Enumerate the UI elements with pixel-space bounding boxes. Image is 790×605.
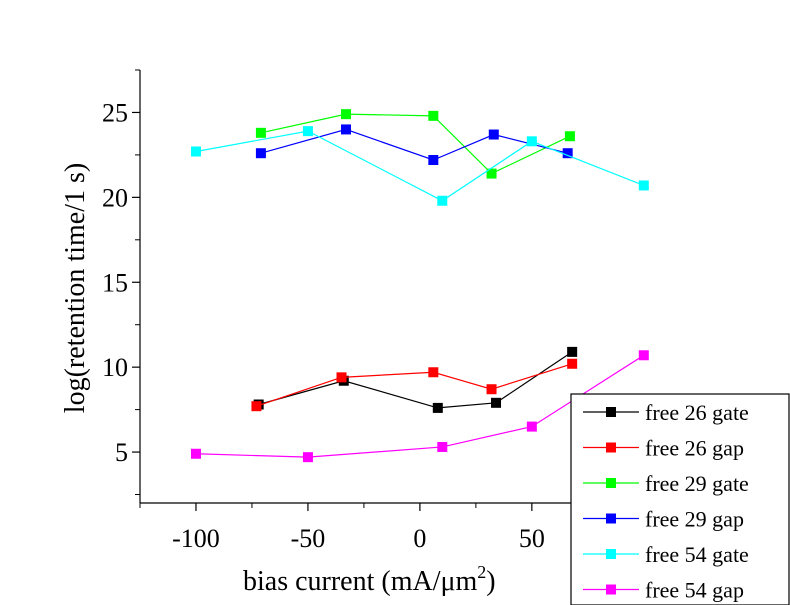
data-point xyxy=(336,372,347,383)
legend-label: free 54 gate xyxy=(645,542,749,567)
x-axis-ticks: -100 -50 0 50 xyxy=(139,503,589,553)
series-free-26-gap xyxy=(251,358,578,412)
legend-label: free 29 gap xyxy=(645,507,744,532)
data-point xyxy=(486,168,497,179)
data-point xyxy=(432,402,443,413)
series-line xyxy=(256,363,573,407)
x-tick-label: -100 xyxy=(172,524,220,553)
series-free-54-gap xyxy=(190,350,649,463)
x-tick-label: 50 xyxy=(519,524,545,553)
data-point xyxy=(526,136,537,147)
data-point xyxy=(302,126,313,137)
data-point xyxy=(491,397,502,408)
data-point xyxy=(488,129,499,140)
data-point xyxy=(638,350,649,361)
series-free-29-gap xyxy=(255,124,573,165)
data-point xyxy=(567,346,578,357)
legend-box xyxy=(570,393,790,605)
data-point xyxy=(190,448,201,459)
series-line xyxy=(258,351,573,409)
chart-series xyxy=(190,109,649,463)
data-point xyxy=(255,127,266,138)
series-line xyxy=(195,130,645,202)
data-point xyxy=(437,441,448,452)
legend-label: free 26 gap xyxy=(645,436,744,461)
data-point xyxy=(564,131,575,142)
data-point xyxy=(255,148,266,159)
data-point xyxy=(428,367,439,378)
data-point xyxy=(341,124,351,135)
data-point xyxy=(526,421,537,432)
y-tick-label: 25 xyxy=(102,98,128,127)
legend-marker xyxy=(606,407,616,417)
y-axis-label: log(retention time/1 s) xyxy=(60,163,91,413)
data-point xyxy=(428,110,439,121)
series-line xyxy=(260,113,571,175)
series-free-26-gate xyxy=(253,346,578,413)
y-tick-label: 5 xyxy=(115,438,128,467)
data-point xyxy=(190,146,201,157)
data-point xyxy=(437,195,448,206)
legend-label: free 54 gap xyxy=(645,578,744,603)
legend-marker xyxy=(606,478,616,488)
data-point xyxy=(341,109,351,120)
legend-label: free 26 gate xyxy=(645,400,749,425)
y-tick-label: 15 xyxy=(102,268,128,297)
data-point xyxy=(562,148,573,159)
series-free-29-gate xyxy=(255,109,575,179)
legend-label: free 29 gate xyxy=(645,471,749,496)
legend-marker xyxy=(606,513,616,524)
y-tick-label: 20 xyxy=(102,183,128,212)
legend: free 26 gate free 26 gap free 29 gate free … xyxy=(570,393,790,605)
x-axis-label: bias current (mA/μm2) xyxy=(243,562,496,597)
data-point xyxy=(638,180,649,191)
legend-marker xyxy=(606,442,616,453)
x-tick-label: 0 xyxy=(413,524,426,553)
y-tick-label: 10 xyxy=(102,353,128,382)
data-point xyxy=(567,358,578,369)
data-point xyxy=(302,452,313,463)
series-free-54-gate xyxy=(190,126,649,206)
x-tick-label: -50 xyxy=(291,524,326,553)
chart-axes xyxy=(139,70,640,504)
data-point xyxy=(486,384,497,395)
legend-marker xyxy=(606,549,616,559)
y-axis-ticks: 5 10 15 20 25 xyxy=(102,69,140,496)
data-point xyxy=(251,401,262,412)
legend-marker xyxy=(606,584,616,595)
data-point xyxy=(428,154,439,165)
